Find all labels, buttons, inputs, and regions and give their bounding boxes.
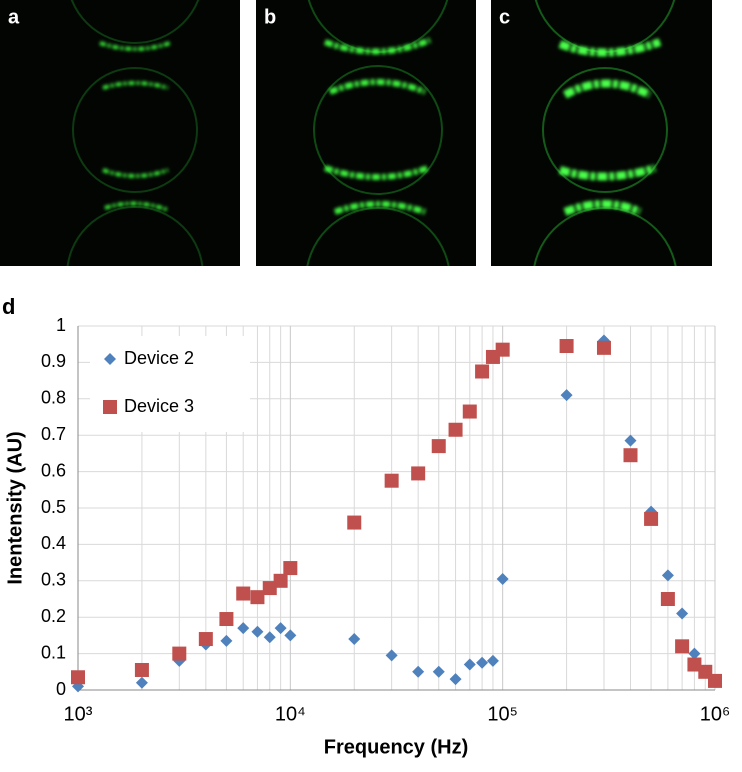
x-tick-label: 10⁵ xyxy=(487,703,518,725)
y-tick-label: 0.2 xyxy=(41,606,66,626)
data-point xyxy=(411,466,426,481)
data-point xyxy=(462,404,477,419)
panel-label: b xyxy=(264,6,276,28)
data-point xyxy=(496,572,509,585)
y-tick-label: 0.5 xyxy=(41,497,66,517)
panel-label: d xyxy=(2,294,15,319)
data-point xyxy=(559,339,574,354)
panel-label: c xyxy=(499,6,510,28)
data-point xyxy=(687,657,702,672)
legend-label: Device 3 xyxy=(124,396,194,416)
data-point xyxy=(676,607,689,620)
data-point xyxy=(476,656,489,669)
y-tick-label: 0.1 xyxy=(41,642,66,662)
y-tick-label: 0.7 xyxy=(41,424,66,444)
data-point xyxy=(475,364,490,379)
data-point xyxy=(262,581,277,596)
data-point xyxy=(263,631,276,644)
y-tick-label: 0.6 xyxy=(41,460,66,480)
data-point xyxy=(348,633,361,646)
data-point xyxy=(251,625,264,638)
data-point xyxy=(385,649,398,662)
y-tick-label: 0.3 xyxy=(41,570,66,590)
data-point xyxy=(236,586,251,601)
data-point xyxy=(273,573,288,588)
data-point xyxy=(432,665,445,678)
legend: Device 2 Device 3 xyxy=(90,336,250,432)
data-point xyxy=(71,670,85,685)
micrograph-a xyxy=(0,0,240,266)
data-point xyxy=(623,448,638,463)
data-point xyxy=(134,662,149,677)
y-tick-label: 0 xyxy=(56,679,66,699)
data-point xyxy=(237,622,250,635)
y-tick-label: 0.4 xyxy=(41,533,66,553)
data-point xyxy=(661,569,674,582)
data-point xyxy=(448,422,463,437)
data-point xyxy=(560,389,573,402)
micrograph-c xyxy=(491,0,712,266)
y-tick-label: 0.9 xyxy=(41,351,66,371)
data-point xyxy=(675,639,690,654)
x-tick-label: 10⁶ xyxy=(700,703,730,725)
micrograph-b xyxy=(256,0,476,266)
legend-label: Device 2 xyxy=(124,348,194,368)
panel-label: a xyxy=(8,6,20,28)
data-point xyxy=(220,634,233,647)
legend-box xyxy=(90,336,250,432)
data-point xyxy=(412,665,425,678)
data-point xyxy=(431,439,446,454)
legend-marker xyxy=(103,400,117,414)
data-point xyxy=(596,340,611,355)
data-point xyxy=(347,515,362,530)
data-point xyxy=(135,676,148,689)
data-point xyxy=(495,342,510,357)
data-point xyxy=(660,592,675,606)
data-point xyxy=(688,647,701,660)
data-point xyxy=(624,434,637,447)
legend-marker xyxy=(104,353,116,365)
data-point xyxy=(449,673,462,686)
data-point xyxy=(250,590,265,605)
x-axis-title: Frequency (Hz) xyxy=(324,736,468,758)
data-point xyxy=(644,511,659,526)
x-tick-label: 10⁴ xyxy=(275,703,306,725)
data-point xyxy=(283,561,298,576)
x-tick-label: 10³ xyxy=(64,703,93,725)
data-point xyxy=(384,473,399,488)
data-point xyxy=(284,629,297,642)
y-tick-label: 1 xyxy=(56,315,66,335)
y-axis-title: Inentensity (AU) xyxy=(4,431,26,584)
data-point xyxy=(463,658,476,671)
plot-area: 0 0.1 0.2 0.3 0.4 0.5 0.6 0.7 0.8 0.9 1 10³ 10⁴ 10⁵ 10… xyxy=(41,315,730,726)
data-point xyxy=(486,654,499,667)
data-point xyxy=(172,646,187,661)
data-point xyxy=(274,622,287,635)
y-tick-label: 0.8 xyxy=(41,388,66,408)
data-point xyxy=(708,673,722,688)
data-point xyxy=(198,632,213,647)
data-point xyxy=(219,612,234,627)
